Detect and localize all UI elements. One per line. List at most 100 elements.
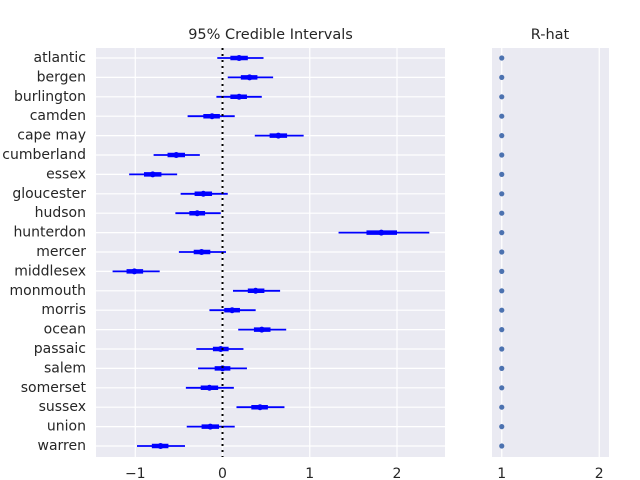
interval-mercer (178, 249, 227, 255)
rhat-point-hunterdon (499, 230, 505, 236)
rhat-x-tick-label: 1 (497, 466, 506, 480)
interval-passaic (196, 346, 244, 352)
county-label: cape may (17, 128, 86, 144)
interval-morris (209, 307, 256, 314)
posterior-mean-point (246, 74, 253, 81)
rhat-point-gloucester (499, 191, 505, 197)
county-label: monmouth (9, 283, 86, 299)
rhat-plot-area (492, 48, 609, 457)
interval-burlington (216, 93, 262, 100)
rhat-point-salem (499, 365, 505, 371)
posterior-mean-point (252, 287, 259, 294)
interval-warren (137, 443, 185, 449)
interval-gridlines (96, 48, 445, 457)
county-label: cumberland (2, 147, 86, 163)
county-label: somerset (21, 380, 87, 396)
interval-monmouth (232, 287, 281, 294)
rhat-point-burlington (499, 94, 505, 100)
rhat-point-bergen (499, 74, 505, 80)
posterior-mean-point (200, 190, 207, 197)
county-label: union (47, 419, 86, 435)
interval-gloucester (180, 190, 228, 197)
county-label: essex (46, 166, 86, 182)
rhat-point-camden (499, 113, 505, 119)
county-label: atlantic (34, 50, 87, 66)
interval-x-tick-label: 0 (218, 466, 227, 480)
county-label: salem (44, 360, 86, 376)
interval-camden (187, 113, 235, 120)
rhat-x-tick-label: 2 (595, 466, 604, 480)
posterior-mean-point (258, 326, 265, 333)
posterior-mean-point (198, 249, 205, 255)
interval-x-tick-label: 2 (393, 466, 402, 480)
rhat-point-sussex (499, 404, 505, 410)
rhat-point-cape-may (499, 133, 505, 139)
credible-interval-panel: atlantic bergen burlington camden cape may cu… (2, 27, 445, 480)
county-label: passaic (34, 341, 86, 357)
posterior-mean-point (207, 423, 214, 430)
posterior-mean-point (236, 55, 243, 61)
interval-x-tick-labels: −1 0 1 2 (125, 466, 402, 480)
county-label: morris (41, 302, 86, 318)
rhat-panel-title: R-hat (531, 27, 570, 43)
posterior-mean-point (378, 229, 385, 236)
rhat-point-middlesex (499, 268, 505, 274)
interval-union (186, 423, 235, 430)
interval-atlantic (217, 55, 264, 61)
county-label: hudson (35, 205, 86, 221)
rhat-point-union (499, 424, 505, 430)
county-label: burlington (14, 89, 86, 105)
rhat-point-cumberland (499, 152, 505, 158)
interval-panel-title: 95% Credible Intervals (188, 27, 353, 43)
posterior-mean-point (173, 152, 180, 158)
interval-ocean (238, 326, 287, 333)
interval-x-tick-label: −1 (125, 466, 146, 480)
rhat-point-morris (499, 307, 505, 313)
posterior-mean-point (206, 384, 213, 391)
interval-hunterdon (338, 229, 430, 236)
posterior-mean-point (131, 268, 138, 275)
county-label: warren (38, 438, 86, 454)
county-tick-labels: atlantic bergen burlington camden cape may cu… (2, 50, 86, 454)
interval-cumberland (153, 152, 200, 158)
interval-salem (198, 365, 247, 372)
rhat-point-ocean (499, 327, 505, 333)
county-label: middlesex (14, 263, 86, 279)
posterior-mean-point (275, 132, 282, 139)
interval-marks (112, 48, 430, 457)
county-label: ocean (44, 322, 86, 338)
rhat-point-somerset (499, 385, 505, 391)
interval-sussex (236, 404, 285, 411)
posterior-mean-point (209, 113, 216, 120)
interval-middlesex (112, 268, 160, 275)
posterior-mean-point (149, 171, 156, 178)
rhat-point-passaic (499, 346, 505, 352)
rhat-point-essex (499, 171, 505, 177)
posterior-mean-point (157, 443, 164, 449)
interval-cape-may (254, 132, 304, 139)
interval-x-tick-label: 1 (305, 466, 314, 480)
county-label: gloucester (12, 186, 86, 202)
rhat-point-monmouth (499, 288, 505, 294)
posterior-mean-point (194, 210, 201, 217)
rhat-point-mercer (499, 249, 505, 255)
interval-somerset (185, 384, 234, 391)
posterior-mean-point (229, 307, 236, 314)
county-label: mercer (36, 244, 86, 260)
rhat-marks (499, 55, 505, 449)
county-label: hunterdon (13, 225, 86, 241)
county-label: camden (30, 108, 86, 124)
posterior-mean-point (236, 93, 243, 100)
rhat-point-warren (499, 443, 505, 449)
interval-bergen (227, 74, 274, 81)
county-label: sussex (39, 399, 86, 415)
posterior-mean-point (219, 365, 226, 372)
interval-essex (129, 171, 178, 178)
interval-hudson (175, 210, 221, 217)
rhat-point-hudson (499, 210, 505, 216)
posterior-mean-point (257, 404, 264, 411)
county-label: bergen (37, 69, 86, 85)
